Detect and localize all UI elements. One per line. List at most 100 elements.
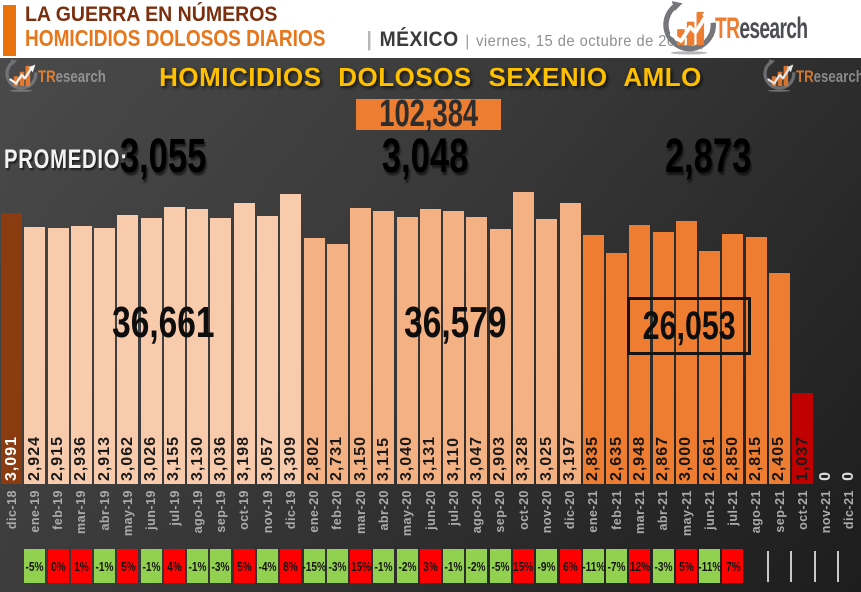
bar-value-label: 3,115	[374, 436, 392, 481]
average-2021: 2,873	[664, 129, 752, 183]
bar-value-label: 3,040	[398, 435, 416, 481]
pct-change-badge-jul-19: 4%	[163, 549, 185, 583]
bar-value-label: 2,731	[328, 435, 346, 481]
empty-period-tick	[790, 551, 793, 582]
pct-change-badge-ago-19: -1%	[187, 549, 209, 583]
month-label-sep-19: sep-19	[214, 490, 229, 533]
tresearch-logo: TResearch	[661, 0, 859, 57]
chart-title: HOMICIDIOS DOLOSOS SEXENIO AMLO	[159, 62, 702, 92]
tresearch-watermark-right: TResearch	[762, 58, 861, 94]
bar-value-label: 3,150	[351, 435, 369, 481]
bar-abr-20: 3,115	[373, 211, 395, 484]
pct-change-badge-dic-20: 6%	[559, 549, 581, 583]
bar-dic-18: 3,091	[1, 213, 23, 484]
pct-change-badge-sep-20: -5%	[489, 549, 511, 583]
bar-jul-19: 3,155	[163, 207, 185, 484]
bar-value-label: 3,198	[235, 435, 253, 481]
month-label-jul-19: jul-19	[167, 490, 182, 526]
tresearch-wordmark: TResearch	[714, 12, 808, 45]
bar-value-label: 2,815	[747, 435, 765, 481]
pct-change-badge-ene-19: -5%	[24, 549, 46, 583]
month-label-may-20: may-20	[400, 490, 415, 537]
pct-change-badge-feb-20: -3%	[326, 549, 348, 583]
bar-nov-19: 3,057	[257, 216, 279, 484]
header-kicker: LA GUERRA EN NÚMEROS	[25, 3, 278, 26]
month-label-dic-20: dic-20	[563, 490, 578, 530]
bar-value-label: 3,309	[281, 435, 299, 481]
pct-change-badge-jun-19: -1%	[140, 549, 162, 583]
bar-dic-19: 3,309	[280, 194, 302, 484]
bar-value-label: 3,057	[258, 435, 276, 481]
header-bar: LA GUERRA EN NÚMEROS HOMICIDIOS DOLOSOS …	[0, 0, 861, 58]
header-title-row: HOMICIDIOS DOLOSOS DIARIOS | MÉXICO | vi…	[25, 25, 766, 52]
pct-change-badge-dic-19: 8%	[280, 549, 302, 583]
month-label-ene-20: ene-20	[307, 490, 322, 533]
month-label-feb-20: feb-20	[330, 490, 345, 530]
pct-change-badge-ago-20: -2%	[466, 549, 488, 583]
average-2020: 3,048	[381, 129, 469, 183]
pct-change-badge-feb-21: -7%	[606, 549, 628, 583]
bar-sep-20: 2,903	[489, 229, 511, 484]
header-accent-stripe	[3, 5, 16, 56]
bar-may-20: 3,040	[396, 217, 418, 484]
bar-value-label: 2,867	[654, 435, 672, 481]
bar-dic-20: 3,197	[559, 203, 581, 484]
month-label-sep-20: sep-20	[493, 490, 508, 533]
month-label-dic-19: dic-19	[283, 490, 298, 530]
bar-value-label: 3,062	[118, 435, 136, 481]
pct-change-badge-may-20: -2%	[396, 549, 418, 583]
empty-period-tick	[766, 551, 769, 582]
bar-value-label: 2,405	[770, 435, 788, 481]
bar-ago-19: 3,130	[187, 209, 209, 484]
month-label-jul-20: jul-20	[446, 490, 461, 526]
month-label-oct-19: oct-19	[237, 490, 252, 530]
promedio-label: PROMEDIO:	[4, 144, 128, 174]
month-label-mar-19: mar-19	[74, 490, 89, 534]
header-date: viernes, 15 de octubre de 2021	[476, 33, 693, 50]
pct-change-badge-jul-20: -1%	[443, 549, 465, 583]
bar-jun-20: 3,131	[419, 209, 441, 484]
bar-jul-21: 2,850	[722, 234, 744, 484]
month-label-feb-21: feb-21	[609, 490, 624, 530]
month-label-sep-21: sep-21	[772, 490, 787, 533]
tresearch-wordmark: TResearch	[796, 67, 861, 86]
pct-change-badge-oct-20: 15%	[512, 549, 534, 583]
bar-value-label: 2,936	[72, 435, 90, 481]
month-label-ago-21: ago-21	[749, 490, 764, 534]
pct-change-badge-abr-19: -1%	[94, 549, 116, 583]
bar-ene-19: 2,924	[24, 227, 46, 484]
bar-value-label: 2,635	[607, 435, 625, 481]
pct-change-badge-abr-21: -3%	[652, 549, 674, 583]
empty-period-tick	[836, 551, 839, 582]
month-label-dic-21: dic-21	[842, 490, 857, 530]
month-label-ago-20: ago-20	[470, 490, 484, 534]
bar-value-label: 3,000	[677, 435, 695, 481]
bar-feb-21: 2,635	[606, 253, 628, 484]
bar-feb-19: 2,915	[47, 228, 69, 484]
bar-value-label: 2,915	[49, 435, 67, 481]
bar-abr-21: 2,867	[652, 232, 674, 484]
bar-jul-20: 3,110	[443, 211, 465, 484]
bar-value-label: 3,036	[211, 435, 229, 481]
bar-value-label: 0	[817, 471, 835, 481]
bar-value-label: 2,924	[25, 435, 43, 481]
month-label-ago-19: ago-19	[190, 490, 205, 534]
pct-change-badge-ene-21: -11%	[582, 549, 605, 583]
month-label-jul-21: jul-21	[726, 490, 740, 526]
header-separator-1: |	[366, 29, 372, 51]
month-label-nov-19: nov-19	[260, 490, 275, 534]
pct-change-badge-nov-20: -9%	[536, 549, 558, 583]
bar-ene-20: 2,802	[303, 238, 325, 484]
pct-change-badge-nov-19: -4%	[257, 549, 279, 583]
year-total-2020: 36,579	[403, 298, 507, 347]
month-label-feb-19: feb-19	[51, 490, 66, 530]
bar-value-label: 2,850	[723, 435, 741, 481]
average-2019: 3,055	[119, 129, 207, 183]
bar-value-label: 2,661	[700, 435, 718, 481]
bar-ago-20: 3,047	[466, 217, 488, 484]
month-label-nov-21: nov-21	[819, 490, 834, 534]
tresearch-wordmark: TResearch	[38, 67, 106, 86]
bar-value-label: 3,131	[421, 435, 439, 481]
bar-value-label: 3,047	[467, 435, 485, 481]
